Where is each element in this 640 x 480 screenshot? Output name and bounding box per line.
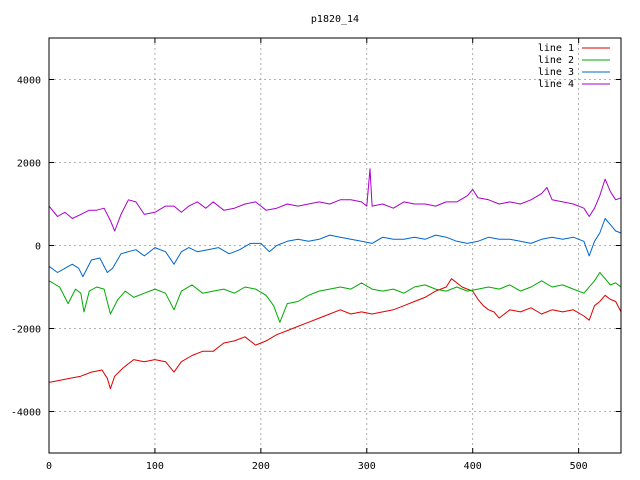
y-tick-label: -2000 [11, 325, 41, 336]
legend-label: line 4 [538, 79, 574, 90]
y-tick-label: -4000 [11, 408, 41, 419]
legend-label: line 2 [538, 55, 574, 66]
x-tick-label: 400 [464, 461, 482, 472]
legend-label: line 3 [538, 67, 574, 78]
series-line-4 [48, 168, 622, 232]
x-tick-label: 100 [146, 461, 164, 472]
x-tick-label: 500 [570, 461, 588, 472]
x-tick-label: 0 [46, 461, 52, 472]
series-line-2 [48, 272, 622, 323]
grid [49, 38, 621, 453]
ticks: 0 100 200 300 400 500 -4000 -2000 0 2000 4000 [11, 38, 621, 472]
series-layer [48, 168, 622, 390]
y-tick-label: 4000 [17, 76, 41, 87]
legend-label: line 1 [538, 43, 574, 54]
y-tick-label: 0 [35, 242, 41, 253]
chart-title: p1820_14 [311, 14, 359, 25]
series-line-1 [48, 278, 622, 390]
y-tick-label: 2000 [17, 159, 41, 170]
x-tick-label: 300 [358, 461, 376, 472]
x-tick-label: 200 [252, 461, 270, 472]
series-line-3 [48, 218, 622, 278]
